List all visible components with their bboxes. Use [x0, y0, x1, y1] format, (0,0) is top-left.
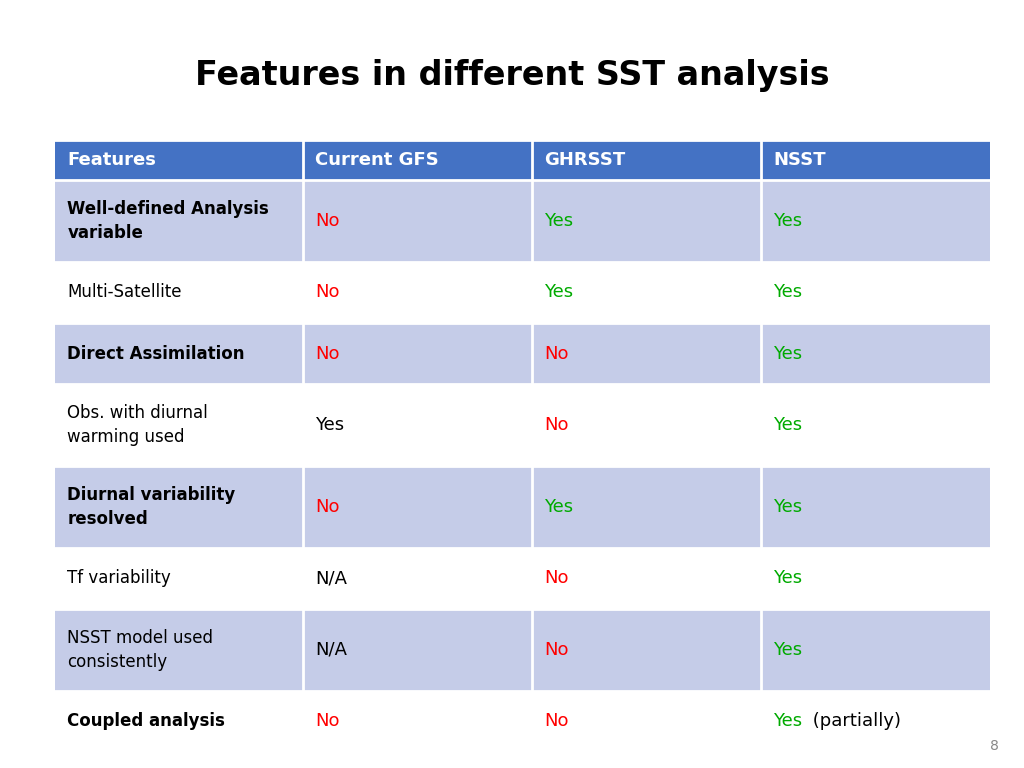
Text: Obs. with diurnal
warming used: Obs. with diurnal warming used — [68, 404, 208, 446]
Bar — [531, 140, 761, 180]
Text: Yes: Yes — [773, 641, 803, 659]
Bar — [55, 384, 990, 466]
Text: (partially): (partially) — [807, 713, 901, 730]
Text: 8: 8 — [989, 739, 998, 753]
Bar — [303, 140, 531, 180]
Text: Well-defined Analysis
variable: Well-defined Analysis variable — [68, 200, 269, 242]
Bar — [55, 323, 990, 384]
Text: No: No — [544, 641, 568, 659]
Text: Yes: Yes — [773, 569, 803, 588]
Text: Yes: Yes — [773, 498, 803, 516]
Bar — [55, 180, 990, 262]
Text: No: No — [315, 713, 340, 730]
Text: Coupled analysis: Coupled analysis — [68, 713, 225, 730]
Bar — [55, 609, 990, 690]
Text: Tf variability: Tf variability — [68, 569, 171, 588]
Text: No: No — [315, 283, 340, 301]
Text: Yes: Yes — [773, 416, 803, 434]
Bar — [55, 140, 303, 180]
Text: Multi-Satellite: Multi-Satellite — [68, 283, 182, 301]
Text: Yes: Yes — [773, 713, 803, 730]
Text: Features in different SST analysis: Features in different SST analysis — [195, 58, 829, 91]
Text: Yes: Yes — [544, 212, 573, 230]
Bar — [55, 690, 990, 752]
Text: Diurnal variability
resolved: Diurnal variability resolved — [68, 486, 236, 528]
Text: Yes: Yes — [315, 416, 344, 434]
Bar — [761, 140, 990, 180]
Bar — [55, 548, 990, 609]
Text: Features: Features — [68, 151, 157, 169]
Text: Yes: Yes — [544, 283, 573, 301]
Text: No: No — [315, 345, 340, 362]
Text: Current GFS: Current GFS — [315, 151, 439, 169]
Text: N/A: N/A — [315, 641, 347, 659]
Bar — [55, 466, 990, 548]
Text: Yes: Yes — [773, 345, 803, 362]
Bar — [55, 262, 990, 323]
Text: Yes: Yes — [773, 283, 803, 301]
Text: Yes: Yes — [773, 212, 803, 230]
Text: N/A: N/A — [315, 569, 347, 588]
Text: No: No — [544, 569, 568, 588]
Text: Yes: Yes — [544, 498, 573, 516]
Text: No: No — [315, 498, 340, 516]
Text: NSST model used
consistently: NSST model used consistently — [68, 629, 213, 670]
Text: No: No — [544, 713, 568, 730]
Text: Direct Assimilation: Direct Assimilation — [68, 345, 245, 362]
Text: No: No — [544, 345, 568, 362]
Text: No: No — [544, 416, 568, 434]
Text: NSST: NSST — [773, 151, 825, 169]
Text: No: No — [315, 212, 340, 230]
Text: GHRSST: GHRSST — [544, 151, 626, 169]
